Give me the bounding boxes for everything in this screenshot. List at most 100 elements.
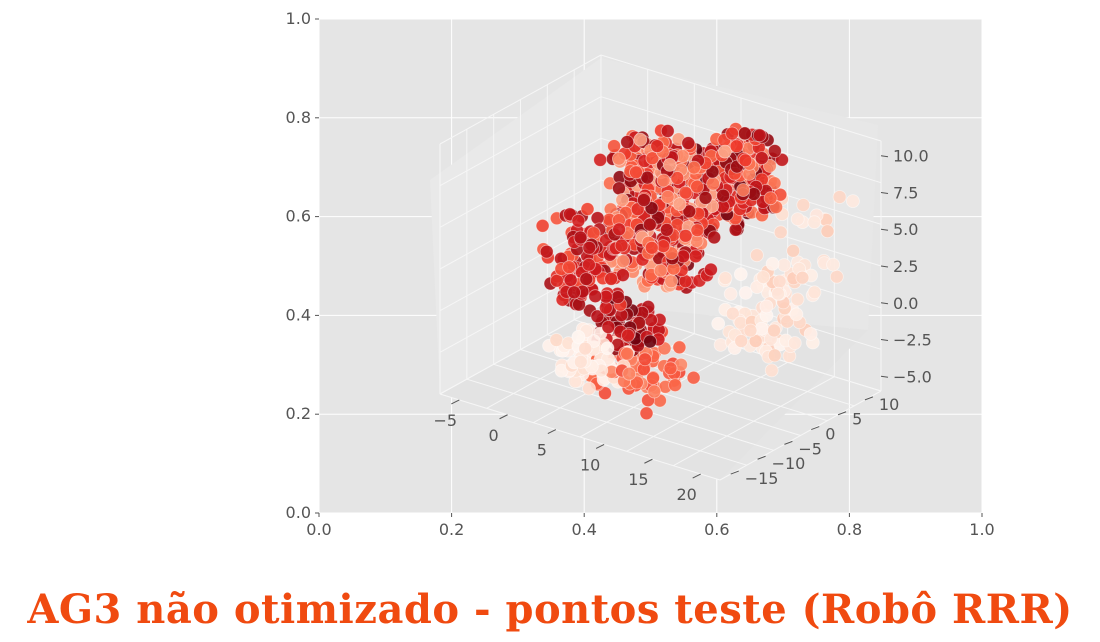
- scatter-point: [754, 151, 769, 166]
- y3d-tick-mark: [837, 411, 847, 416]
- scatter-point: [678, 228, 693, 243]
- x3d-tick-mark: [644, 458, 653, 464]
- scatter-point: [612, 181, 626, 196]
- scatter-point: [601, 320, 616, 334]
- scatter-point: [535, 218, 550, 233]
- scatter-point: [725, 126, 739, 141]
- scatter-point: [790, 292, 805, 307]
- outer-xtick-label: 0.4: [571, 520, 596, 539]
- scatter-point: [600, 341, 615, 356]
- scatter-point: [660, 189, 675, 204]
- scatter-point: [550, 273, 564, 288]
- scatter-point: [711, 316, 726, 331]
- z3d-tick-mark: [880, 375, 889, 378]
- scatter-point: [698, 190, 713, 205]
- outer-xtick-label: 0.6: [704, 520, 729, 539]
- scatter-point: [656, 173, 671, 188]
- scatter-point: [718, 144, 732, 159]
- scatter-point: [767, 144, 782, 158]
- scatter-point: [686, 370, 701, 385]
- scatter-point: [616, 268, 630, 283]
- scatter-point: [620, 135, 635, 149]
- grid3d-line: [719, 390, 882, 481]
- scatter-point: [790, 212, 805, 227]
- scatter-point: [764, 363, 779, 378]
- scatter-point: [820, 224, 835, 239]
- outer-axes-ticks: 0.0 0.2 0.4 0.6 0.8 1.0 0.0 0.2 0.4 0.6 0.8 1.0: [286, 9, 995, 539]
- y3d-tick-mark: [864, 396, 874, 401]
- scatter-point: [640, 170, 655, 185]
- scatter-point: [598, 386, 612, 401]
- y3d-tick-label: 0: [825, 425, 835, 444]
- scatter-point: [590, 211, 605, 226]
- scatter-point: [645, 151, 660, 166]
- scatter-point: [846, 194, 860, 209]
- scatter-point: [733, 267, 748, 282]
- z3d-tick-label: −2.5: [893, 331, 932, 350]
- x3d-tick-label: 15: [628, 470, 648, 489]
- z3d-tick-label: 10.0: [893, 147, 929, 166]
- scatter-point: [582, 257, 596, 272]
- pane-back-left: [430, 58, 601, 394]
- x3d-tick-label: 5: [537, 441, 547, 460]
- scatter-point: [622, 366, 637, 381]
- outer-xtick-label: 1.0: [969, 520, 994, 539]
- y3d-tick-label: 10: [879, 395, 899, 414]
- scatter-point: [716, 188, 731, 203]
- scatter-point: [728, 222, 743, 237]
- z3d-tick-mark: [880, 339, 889, 342]
- ticks-3d: −505101520−15−10−50510−5.0−2.50.02.55.07…: [434, 147, 932, 504]
- x3d-tick-mark: [499, 414, 508, 420]
- scatter-point: [736, 183, 751, 197]
- y3d-tick-label: −10: [772, 454, 806, 473]
- scatter-point: [763, 191, 778, 206]
- scatter-point: [682, 204, 697, 219]
- scatter-point: [582, 381, 596, 396]
- axes-3d-lines: [451, 155, 889, 479]
- scatter-point: [567, 285, 581, 300]
- scatter-point: [580, 202, 595, 217]
- z3d-tick-label: 2.5: [893, 257, 918, 276]
- scatter-point: [723, 286, 738, 301]
- y3d-tick-label: −5: [798, 439, 822, 458]
- x3d-tick-mark: [692, 473, 701, 479]
- scatter-point: [795, 270, 810, 285]
- scatter-point: [690, 223, 705, 238]
- scatter-point: [539, 244, 554, 259]
- scatter-point: [765, 256, 780, 271]
- x3d-tick-label: 20: [677, 485, 697, 504]
- z3d-tick-label: −5.0: [893, 367, 932, 386]
- outer-ytick-label: 0.0: [286, 503, 311, 522]
- outer-ytick-label: 0.6: [286, 207, 311, 226]
- scatter-point: [807, 285, 822, 300]
- scatter-point: [615, 193, 630, 207]
- x3d-tick-label: 0: [488, 426, 498, 445]
- scatter-point: [662, 157, 677, 172]
- scatter-point: [646, 371, 660, 386]
- scatter-point: [637, 193, 651, 207]
- scatter-point: [582, 240, 597, 255]
- scatter-point: [725, 306, 740, 321]
- scatter-point: [706, 176, 720, 191]
- outer-xtick-label: 0.8: [837, 520, 862, 539]
- scatter-point: [616, 254, 630, 269]
- z3d-tick-label: 0.0: [893, 294, 918, 313]
- z3d-tick-mark: [880, 155, 889, 158]
- outer-ytick-label: 0.8: [286, 108, 311, 127]
- scatter-point: [752, 128, 767, 143]
- z3d-tick-label: 5.0: [893, 220, 918, 239]
- scatter-point: [750, 280, 764, 295]
- scatter-point: [644, 240, 659, 255]
- y3d-tick-mark: [784, 440, 793, 445]
- x3d-tick-label: −5: [434, 411, 458, 430]
- scatter-point: [773, 225, 788, 240]
- scatter-point: [650, 139, 665, 154]
- y3d-tick-mark: [757, 455, 766, 460]
- x3d-tick-mark: [451, 399, 460, 405]
- scatter-point: [549, 333, 564, 347]
- scatter-point: [563, 273, 578, 288]
- scatter-point: [639, 406, 654, 421]
- scatter-point: [611, 290, 625, 305]
- scatter-point: [571, 329, 586, 344]
- scatter-point: [571, 213, 586, 228]
